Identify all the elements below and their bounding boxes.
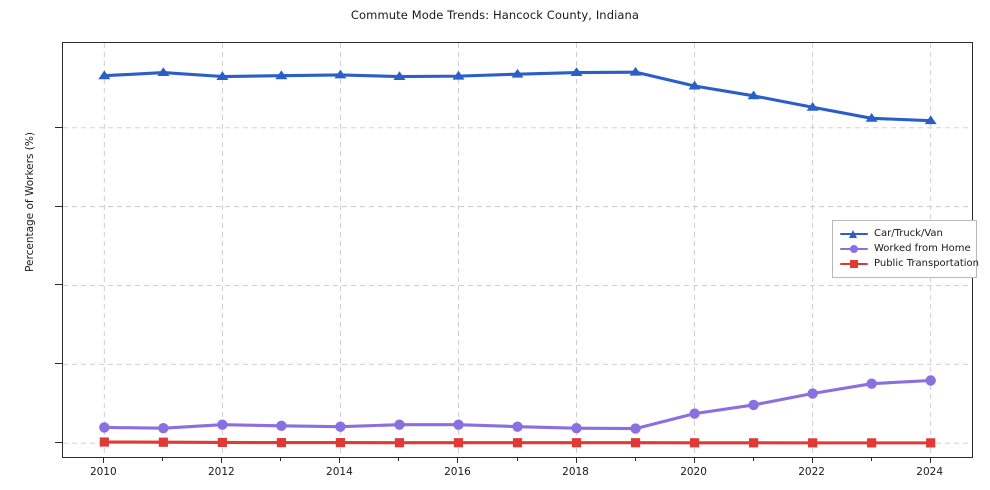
- series-worked-from-home: [99, 375, 936, 434]
- data-point-marker: [808, 438, 818, 448]
- x-axis-tick-label: 2010: [89, 466, 117, 478]
- data-point-marker: [807, 388, 818, 399]
- data-point-marker: [99, 422, 110, 433]
- x-axis-tick-mark: [752, 458, 754, 461]
- triangle-marker-icon: [849, 229, 858, 238]
- data-point-marker: [865, 112, 878, 122]
- data-point-marker: [748, 399, 759, 411]
- data-point-marker: [276, 438, 286, 448]
- x-axis-tick-mark: [398, 458, 400, 461]
- data-point-marker: [394, 419, 405, 430]
- data-point-marker: [571, 423, 582, 434]
- y-axis-tick-mark: [55, 126, 62, 128]
- data-point-marker: [806, 101, 819, 111]
- data-point-marker: [512, 421, 523, 432]
- data-point-marker: [217, 419, 228, 430]
- legend-swatch: [840, 228, 868, 240]
- data-point-marker: [926, 438, 936, 448]
- chart-legend: Car/Truck/Van Worked from Home Public Tran…: [832, 220, 979, 278]
- y-axis-tick-mark: [55, 284, 62, 286]
- data-point-marker: [158, 437, 168, 447]
- data-point-marker: [747, 90, 760, 100]
- x-axis-tick-mark: [870, 458, 872, 461]
- data-point-marker: [629, 66, 642, 76]
- data-point-marker: [335, 421, 346, 432]
- data-point-marker: [217, 437, 227, 448]
- x-axis-tick-label: 2024: [916, 466, 944, 478]
- x-axis-tick-mark: [811, 458, 813, 463]
- x-axis-tick-label: 2022: [798, 466, 825, 478]
- data-point-marker: [688, 80, 701, 90]
- x-axis-tick-mark: [575, 458, 577, 463]
- x-axis-tick-mark: [634, 458, 636, 461]
- y-axis-tick-mark: [55, 442, 62, 444]
- data-point-marker: [99, 437, 109, 447]
- data-point-marker: [275, 70, 288, 80]
- x-axis-tick-mark: [162, 458, 164, 461]
- x-axis-tick-mark: [929, 458, 931, 463]
- data-point-marker: [453, 438, 464, 448]
- data-point-marker: [630, 423, 641, 434]
- data-point-marker: [512, 438, 523, 448]
- x-axis-tick-mark: [339, 458, 341, 463]
- legend-item[interactable]: Worked from Home: [840, 241, 971, 256]
- legend-swatch: [840, 243, 868, 255]
- x-axis-tick-label: 2012: [207, 466, 235, 478]
- square-marker-icon: [850, 259, 858, 268]
- series-car-truck-van: [98, 66, 937, 125]
- legend-item[interactable]: Car/Truck/Van: [840, 226, 969, 241]
- x-axis-tick-label: 2014: [326, 466, 353, 478]
- x-axis-tick-label: 2020: [680, 466, 707, 478]
- y-axis-tick-mark: [55, 205, 62, 207]
- data-point-marker: [925, 375, 936, 386]
- x-axis-tick-label: 2016: [444, 466, 471, 478]
- data-point-marker: [867, 438, 877, 448]
- series-line: [102, 378, 933, 431]
- data-point-marker: [511, 68, 524, 78]
- legend-item[interactable]: Public Transportation: [840, 256, 979, 271]
- chart-title: Commute Mode Trends: Hancock County, Ind…: [350, 8, 640, 22]
- data-point-marker: [689, 438, 700, 448]
- data-point-marker: [157, 67, 170, 77]
- x-axis-tick-mark: [221, 458, 223, 463]
- data-point-marker: [335, 438, 346, 448]
- x-axis-tick-label: 2018: [562, 466, 589, 478]
- data-point-marker: [158, 423, 169, 434]
- x-axis-tick-mark: [103, 458, 105, 463]
- x-axis-tick-mark: [457, 458, 459, 463]
- data-point-marker: [570, 67, 583, 77]
- series-line: [102, 70, 933, 123]
- data-point-marker: [98, 70, 111, 80]
- data-point-marker: [453, 419, 464, 430]
- data-point-marker: [216, 71, 229, 80]
- data-point-marker: [452, 70, 465, 80]
- series-public-transportation: [99, 437, 936, 448]
- x-axis-tick-mark: [693, 458, 695, 463]
- data-point-marker: [394, 438, 405, 448]
- data-point-marker: [689, 408, 700, 419]
- legend-label: Car/Truck/Van: [874, 228, 943, 239]
- circle-marker-icon: [850, 244, 858, 253]
- data-point-marker: [866, 378, 877, 389]
- y-axis-tick-mark: [55, 363, 62, 365]
- legend-swatch: [840, 258, 868, 270]
- data-point-marker: [276, 420, 287, 432]
- x-axis-tick-mark: [280, 458, 282, 461]
- legend-label: Worked from Home: [874, 243, 971, 254]
- data-point-marker: [749, 438, 759, 448]
- plot-area: [62, 42, 973, 458]
- x-axis-tick-mark: [516, 458, 518, 461]
- data-point-marker: [630, 438, 641, 448]
- data-point-marker: [924, 115, 937, 125]
- data-point-marker: [571, 438, 582, 448]
- data-point-marker: [334, 69, 347, 79]
- legend-label: Public Transportation: [874, 258, 979, 269]
- data-point-marker: [393, 71, 406, 80]
- y-axis-label: Percentage of Workers (%): [24, 132, 36, 272]
